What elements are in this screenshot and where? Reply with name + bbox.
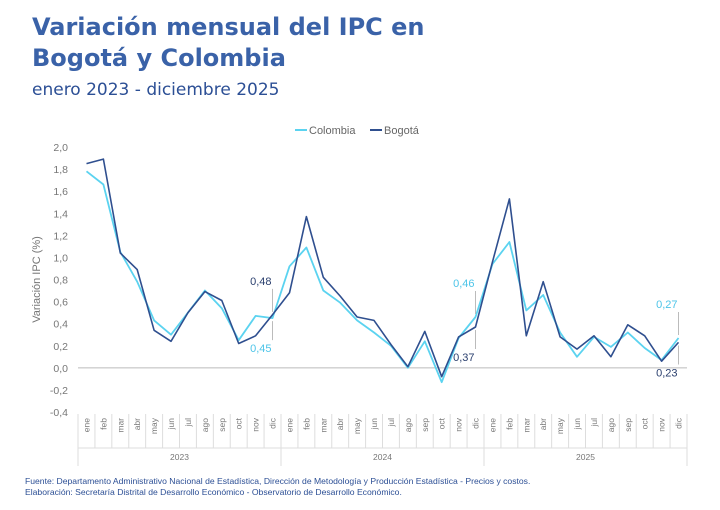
x-tick-label: dic — [674, 417, 684, 429]
y-tick-label: 0,2 — [53, 341, 68, 353]
x-tick-label: ago — [200, 418, 210, 432]
x-tick-label: ago — [606, 418, 616, 432]
legend: Colombia Bogotá — [295, 125, 420, 137]
x-axis: ene feb mar abr may jun jul ago sep oct nov dic ene f… — [77, 367, 688, 466]
data-label: 0,37 — [453, 352, 474, 364]
x-tick-label: oct — [640, 417, 650, 429]
y-axis-label: Variación IPC (%) — [31, 236, 43, 323]
y-tick-label: 0,4 — [53, 319, 68, 331]
y-tick-label: 1,8 — [53, 164, 68, 176]
x-tick-label: jun — [572, 418, 582, 431]
x-tick-label: nov — [251, 417, 261, 431]
x-tick-label: nov — [657, 417, 667, 431]
data-annotations: 0,48 0,45 0,46 0,37 0,27 0,23 — [250, 276, 679, 379]
line-chart: Colombia Bogotá -0,4 -0,2 0,0 0,2 0,4 0,6 0,8 1,… — [31, 125, 688, 466]
chart-footer: Fuente: Departamento Administrativo Naci… — [25, 476, 530, 498]
legend-label-bogota: Bogotá — [384, 125, 420, 137]
x-tick-label: may — [352, 417, 362, 434]
source-note: Fuente: Departamento Administrativo Naci… — [25, 476, 531, 486]
x-tick-label: ene — [284, 418, 294, 432]
x-tick-label: ene — [81, 418, 91, 432]
elaboration-note: Elaboración: Secretaría Distrital de Des… — [25, 487, 402, 497]
x-tick-label: sep — [217, 418, 227, 432]
data-label: 0,45 — [250, 343, 271, 355]
data-label: 0,23 — [656, 367, 677, 379]
series-lines — [85, 158, 680, 384]
chart-title: Variación mensual del IPC en Bogotá y Co… — [32, 13, 425, 72]
x-tick-label: dic — [471, 417, 481, 429]
x-tick-label: jun — [166, 418, 176, 431]
x-tick-label: jul — [386, 418, 396, 428]
x-tick-label: abr — [335, 418, 345, 430]
x-tick-label: abr — [132, 418, 142, 430]
data-label: 0,27 — [656, 299, 677, 311]
x-tick-label: mar — [115, 418, 125, 433]
y-tick-label: 1,6 — [53, 186, 68, 198]
x-year-label: 2024 — [373, 452, 392, 462]
x-tick-label: jun — [369, 418, 379, 431]
x-tick-label: may — [149, 417, 159, 434]
x-tick-label: ago — [403, 418, 413, 432]
x-tick-label: oct — [437, 417, 447, 429]
y-tick-label: 0,0 — [53, 363, 68, 375]
y-tick-label: -0,2 — [50, 385, 68, 397]
y-tick-label: 1,2 — [53, 230, 68, 242]
x-tick-label: sep — [623, 418, 633, 432]
y-tick-label: -0,4 — [50, 407, 68, 419]
chart-subtitle: enero 2023 - diciembre 2025 — [32, 80, 280, 100]
x-tick-label: ene — [487, 418, 497, 432]
data-label: 0,46 — [453, 278, 474, 290]
x-tick-label: oct — [234, 417, 244, 429]
y-axis: -0,4 -0,2 0,0 0,2 0,4 0,6 0,8 1,0 1,2 1,4 1,6 1,8 2,… — [31, 142, 68, 419]
x-tick-label: feb — [301, 418, 311, 430]
y-tick-label: 0,6 — [53, 297, 68, 309]
x-tick-label: mar — [521, 418, 531, 433]
y-tick-label: 0,8 — [53, 275, 68, 287]
y-tick-label: 2,0 — [53, 142, 68, 154]
x-tick-label: feb — [504, 418, 514, 430]
legend-label-colombia: Colombia — [309, 125, 356, 137]
series-line-bogota — [86, 158, 680, 378]
y-tick-label: 1,0 — [53, 252, 68, 264]
series-line-colombia — [85, 170, 680, 384]
x-tick-label: sep — [420, 418, 430, 432]
x-tick-label: jul — [589, 418, 599, 428]
x-tick-label: feb — [98, 418, 108, 430]
x-tick-label: nov — [454, 417, 464, 431]
x-year-label: 2023 — [170, 452, 189, 462]
y-tick-label: 1,4 — [53, 208, 68, 220]
x-year-label: 2025 — [576, 452, 595, 462]
x-tick-label: jul — [183, 418, 193, 428]
data-label: 0,48 — [250, 276, 271, 288]
x-tick-label: dic — [268, 417, 278, 429]
x-tick-label: abr — [538, 418, 548, 430]
x-tick-label: may — [555, 417, 565, 434]
x-tick-label: mar — [318, 418, 328, 433]
